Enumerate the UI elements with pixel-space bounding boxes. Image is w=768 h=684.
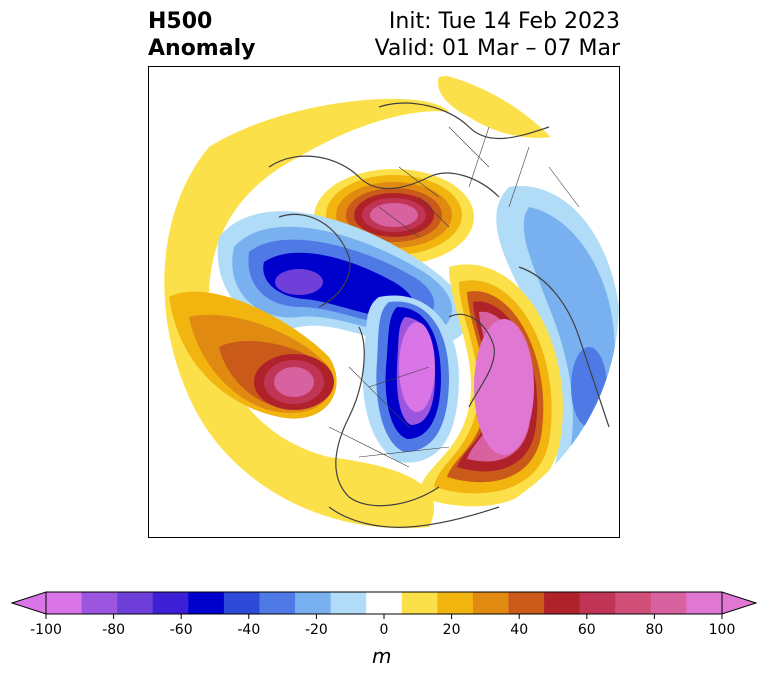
colorbar-tick-label: 80 bbox=[645, 622, 663, 638]
colorbar-swatch bbox=[437, 592, 474, 614]
anomaly-map-svg bbox=[164, 74, 619, 529]
colorbar-swatch bbox=[152, 592, 189, 614]
colorbar-swatch bbox=[508, 592, 545, 614]
arctic-high-core bbox=[370, 203, 418, 227]
colorbar-swatch bbox=[295, 592, 332, 614]
colorbar-swatch bbox=[650, 592, 687, 614]
map-dates: Init: Tue 14 Feb 2023 Valid: 01 Mar – 07… bbox=[375, 8, 620, 62]
atlantic-ridge-core bbox=[474, 319, 534, 455]
colorbar-swatch bbox=[401, 592, 438, 614]
colorbar-swatch bbox=[686, 592, 723, 614]
canadian-trough-minimum bbox=[399, 322, 435, 412]
colorbar-tick-label: -80 bbox=[102, 622, 125, 638]
coastline-north-america bbox=[335, 326, 440, 507]
colorbar-extend-high bbox=[721, 591, 758, 615]
coastline-asia-far bbox=[378, 102, 550, 140]
colorbar-tick-label: -20 bbox=[305, 622, 328, 638]
colorbar-swatch bbox=[117, 592, 154, 614]
colorbar-swatch bbox=[366, 592, 403, 614]
borders-arctic bbox=[378, 166, 450, 238]
colorbar-swatch bbox=[81, 592, 118, 614]
colorbar-swatch bbox=[46, 592, 83, 614]
colorbar-swatch bbox=[188, 592, 225, 614]
coastline-east-asia bbox=[278, 213, 351, 308]
colorbar-tick-label: -40 bbox=[237, 622, 260, 638]
valid-date: Valid: 01 Mar – 07 Mar bbox=[374, 36, 620, 61]
colorbar-swatch bbox=[615, 592, 652, 614]
colorbar-unit: m bbox=[372, 644, 392, 668]
title-subtitle: Anomaly bbox=[148, 36, 256, 61]
colorbar-tick-label: 0 bbox=[380, 622, 389, 638]
borders-eurasia bbox=[448, 126, 580, 208]
anomaly-map bbox=[148, 66, 620, 538]
colorbar-swatch bbox=[472, 592, 510, 614]
colorbar-tick-label: 60 bbox=[578, 622, 596, 638]
coastline-north-asia bbox=[268, 155, 500, 198]
colorbar-tick-label: 40 bbox=[510, 622, 528, 638]
borders-north-america bbox=[328, 366, 450, 468]
pacific-ridge-core bbox=[274, 367, 314, 397]
colorbar-swatch bbox=[544, 592, 581, 614]
positive-anomaly-ring bbox=[164, 98, 449, 529]
colorbar-swatch bbox=[579, 592, 616, 614]
colorbar-extend-low bbox=[10, 591, 47, 615]
coastlines bbox=[268, 102, 610, 528]
title-variable: H500 bbox=[148, 9, 213, 34]
colorbar-swatch bbox=[223, 592, 260, 614]
eastern-trough-core bbox=[571, 347, 607, 427]
western-trough-minimum bbox=[275, 269, 323, 295]
init-date: Init: Tue 14 Feb 2023 bbox=[388, 9, 620, 34]
coastline-greenland bbox=[448, 313, 495, 408]
colorbar-swatch bbox=[330, 592, 367, 614]
positive-anomaly-north bbox=[438, 74, 579, 138]
colorbar-tick-label: 100 bbox=[709, 622, 736, 638]
colorbar-tick-label: -60 bbox=[170, 622, 193, 638]
coastline-south bbox=[328, 506, 500, 528]
colorbar-swatch bbox=[259, 592, 296, 614]
borders bbox=[328, 126, 580, 468]
coastline-europe bbox=[518, 266, 610, 428]
map-title: H500 Anomaly bbox=[148, 8, 255, 62]
anomaly-field bbox=[164, 74, 619, 529]
colorbar: -100 -80 -60 -40 -20 0 20 40 60 80 100 bbox=[10, 591, 758, 638]
colorbar-tick-label: 20 bbox=[443, 622, 461, 638]
colorbar-tick-label: -100 bbox=[30, 622, 62, 638]
